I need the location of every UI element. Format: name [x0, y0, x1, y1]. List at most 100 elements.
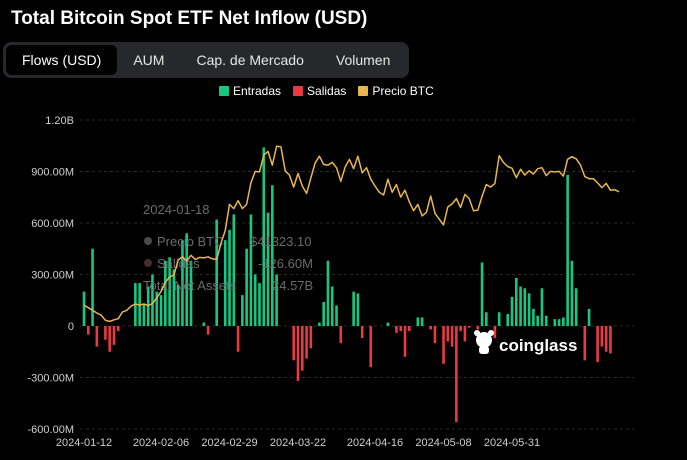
inflow-bar[interactable] [523, 288, 527, 326]
outflow-bar[interactable] [236, 326, 240, 352]
outflow-bar[interactable] [403, 326, 407, 357]
inflow-bar[interactable] [262, 147, 266, 326]
inflow-bar[interactable] [181, 240, 184, 326]
outflow-bar[interactable] [305, 326, 308, 359]
tab-flows[interactable]: Flows (USD) [6, 45, 118, 75]
tab-aum[interactable]: AUM [133, 52, 165, 68]
btc-price-line[interactable] [83, 145, 620, 323]
inflow-bar[interactable] [356, 293, 360, 326]
outflow-bar[interactable] [407, 326, 411, 332]
outflow-bar[interactable] [493, 326, 497, 339]
inflow-bar[interactable] [506, 313, 510, 326]
outflow-bar[interactable] [600, 326, 604, 347]
inflow-bar[interactable] [215, 219, 218, 326]
outflow-bar[interactable] [596, 326, 599, 363]
inflow-bar[interactable] [527, 293, 531, 326]
legend-item-inflows[interactable]: Entradas [219, 84, 281, 98]
inflow-bar[interactable] [202, 322, 206, 326]
inflow-bar[interactable] [544, 315, 548, 326]
outflow-bar[interactable] [104, 326, 107, 340]
inflow-bar[interactable] [245, 248, 248, 326]
inflow-bar[interactable] [232, 214, 236, 326]
inflow-bar[interactable] [553, 319, 557, 326]
outflow-bar[interactable] [116, 326, 120, 332]
inflow-bar[interactable] [514, 277, 518, 326]
inflow-bar[interactable] [485, 312, 488, 326]
inflow-bar[interactable] [386, 322, 390, 326]
inflow-bar[interactable] [497, 312, 501, 326]
outflow-bar[interactable] [108, 326, 111, 352]
inflow-bar[interactable] [519, 286, 522, 326]
outflow-bar[interactable] [309, 326, 313, 349]
inflow-bar[interactable] [249, 214, 253, 326]
legend-item-outflows[interactable]: Salidas [293, 84, 346, 98]
inflow-bar[interactable] [416, 317, 420, 326]
outflow-bar[interactable] [395, 326, 398, 333]
inflow-bar[interactable] [228, 229, 231, 326]
inflow-bar[interactable] [82, 291, 86, 326]
inflow-bar[interactable] [335, 305, 338, 326]
outflow-bar[interactable] [95, 326, 99, 347]
inflow-bar[interactable] [574, 288, 578, 326]
outflow-bar[interactable] [206, 326, 210, 335]
inflow-bar[interactable] [326, 260, 330, 326]
outflow-bar[interactable] [476, 326, 480, 330]
outflow-bar[interactable] [604, 326, 608, 352]
outflow-bar[interactable] [583, 326, 587, 361]
tab-market-cap[interactable]: Cap. de Mercado [196, 52, 304, 68]
inflow-bar[interactable] [318, 322, 321, 326]
outflow-bar[interactable] [450, 326, 454, 347]
outflow-bar[interactable] [339, 326, 343, 344]
inflow-bar[interactable] [566, 174, 569, 326]
inflow-bar[interactable] [330, 286, 334, 326]
outflow-bar[interactable] [459, 326, 462, 332]
outflow-bar[interactable] [292, 326, 296, 361]
outflow-bar[interactable] [467, 326, 471, 328]
inflow-bar[interactable] [164, 260, 167, 326]
outflow-bar[interactable] [86, 326, 90, 335]
inflow-bar[interactable] [352, 291, 355, 326]
inflow-bar[interactable] [420, 317, 424, 326]
inflow-bar[interactable] [151, 274, 154, 327]
inflow-bar[interactable] [189, 260, 193, 326]
inflow-bar[interactable] [172, 269, 176, 326]
outflow-bar[interactable] [300, 326, 304, 371]
inflow-bar[interactable] [185, 233, 189, 326]
inflow-bar[interactable] [159, 295, 163, 326]
inflow-bar[interactable] [176, 284, 180, 326]
outflow-bar[interactable] [433, 326, 437, 344]
inflow-bar[interactable] [562, 317, 565, 326]
inflow-bar[interactable] [223, 240, 227, 326]
inflow-bar[interactable] [480, 262, 484, 326]
outflow-bar[interactable] [429, 326, 432, 330]
outflow-bar[interactable] [455, 326, 458, 423]
outflow-bar[interactable] [296, 326, 300, 381]
inflow-bar[interactable] [540, 288, 544, 326]
outflow-bar[interactable] [609, 326, 612, 354]
inflow-bar[interactable] [168, 257, 171, 326]
inflow-bar[interactable] [258, 283, 261, 326]
inflow-bar[interactable] [536, 315, 539, 326]
inflow-bar[interactable] [570, 260, 574, 326]
inflow-bar[interactable] [155, 291, 159, 326]
inflow-bar[interactable] [510, 296, 514, 326]
outflow-bar[interactable] [442, 326, 445, 364]
inflow-bar[interactable] [91, 248, 94, 326]
outflow-bar[interactable] [112, 326, 116, 345]
outflow-bar[interactable] [463, 326, 467, 342]
inflow-bar[interactable] [271, 185, 274, 326]
legend-item-btc-price[interactable]: Precio BTC [358, 84, 434, 98]
inflow-bar[interactable] [142, 303, 146, 326]
inflow-bar[interactable] [322, 301, 325, 326]
tab-volume[interactable]: Volumen [335, 52, 391, 68]
inflow-bar[interactable] [557, 319, 561, 326]
inflow-bar[interactable] [253, 274, 257, 327]
outflow-bar[interactable] [360, 326, 364, 339]
outflow-bar[interactable] [399, 326, 403, 332]
inflow-bar[interactable] [275, 274, 278, 327]
outflow-bar[interactable] [446, 326, 450, 342]
inflow-bar[interactable] [587, 308, 591, 326]
outflow-bar[interactable] [369, 326, 373, 368]
inflow-bar[interactable] [532, 308, 535, 326]
